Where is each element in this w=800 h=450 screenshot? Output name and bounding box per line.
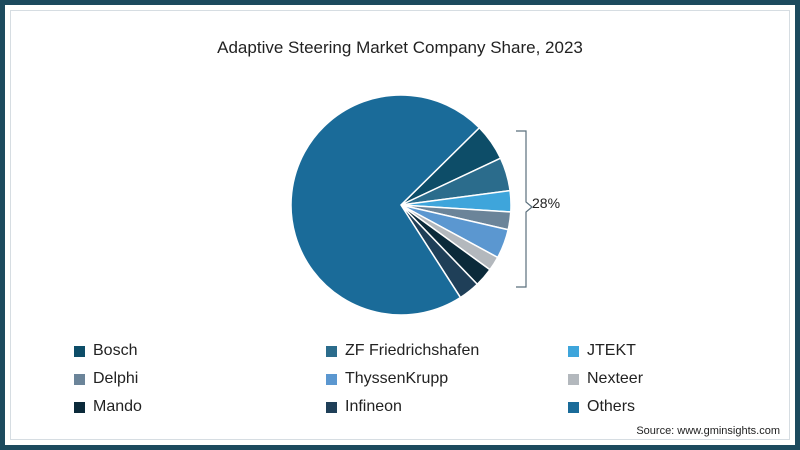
legend-swatch: [568, 401, 579, 413]
legend-swatch: [568, 345, 579, 357]
group-percentage-label: 28%: [532, 195, 561, 211]
legend-label: JTEKT: [587, 342, 636, 359]
legend-swatch: [326, 345, 337, 357]
legend-item-others: Others: [568, 396, 635, 418]
legend-label: Bosch: [93, 342, 138, 359]
legend-label: Delphi: [93, 370, 139, 387]
pie-slices: [290, 94, 512, 316]
chart-title: Adaptive Steering Market Company Share, …: [217, 38, 583, 57]
legend-swatch: [74, 345, 85, 357]
legend-label: Infineon: [345, 398, 402, 415]
legend-swatch: [568, 373, 579, 385]
legend-label: Mando: [93, 398, 142, 415]
legend-item-infineon: Infineon: [326, 396, 402, 418]
legend-item-jtekt: JTEKT: [568, 340, 636, 362]
legend-swatch: [326, 373, 337, 385]
source-text: Source: www.gminsights.com: [636, 425, 780, 437]
legend-item-bosch: Bosch: [74, 340, 137, 362]
legend-swatch: [74, 401, 85, 413]
legend-label: ZF Friedrichshafen: [345, 342, 480, 359]
group-bracket: [516, 130, 533, 288]
legend-label: Nexteer: [587, 370, 644, 387]
pie-slice-others: [290, 94, 481, 316]
legend-swatch: [74, 373, 85, 385]
chart-frame-inner: [10, 10, 790, 440]
legend-label: ThyssenKrupp: [345, 370, 449, 387]
legend-label: Others: [587, 398, 636, 415]
legend-item-nexteer: Nexteer: [568, 368, 643, 390]
legend-item-thyssenkrupp: ThyssenKrupp: [326, 368, 448, 390]
legend-item-mando: Mando: [74, 396, 142, 418]
legend-swatch: [326, 401, 337, 413]
legend-item-delphi: Delphi: [74, 368, 138, 390]
legend-item-zf-friedrichshafen: ZF Friedrichshafen: [326, 340, 479, 362]
